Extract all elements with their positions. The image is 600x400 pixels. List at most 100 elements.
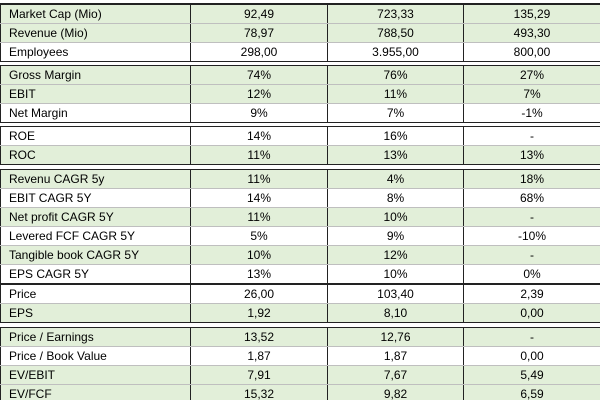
value-cell-col-3[interactable]: 0% (463, 264, 600, 284)
value-cell-col-3[interactable]: 13% (463, 145, 600, 165)
metrics-block-5: Price / Earnings 13,52 12,76- Price / Book … (0, 327, 600, 400)
value-cell-col-1[interactable]: 13% (190, 264, 328, 284)
table-row: Net profit CAGR 5Y 11% 10% - (0, 207, 600, 227)
value-cell-col-2[interactable]: 3.955,00 (327, 42, 464, 62)
value-cell-col-1[interactable]: 15,32 (190, 384, 328, 400)
value-cell-col-2[interactable]: 788,50 (327, 23, 464, 43)
value-cell-col-2[interactable]: 13% (327, 145, 464, 165)
table-row: ROE 14% 16% - (0, 126, 600, 146)
value-cell-col-1[interactable]: 78,97 (190, 23, 328, 43)
row-label-cell[interactable]: Revenue (Mio) (0, 23, 191, 43)
row-label-cell[interactable]: Market Cap (Mio) (0, 4, 191, 24)
value-cell-col-2[interactable]: 16% (327, 126, 464, 146)
row-label-cell[interactable]: EV/EBIT (0, 365, 191, 385)
row-label-cell[interactable]: ROE (0, 126, 191, 146)
table-row: Price 26,00 103,40 2,39 (0, 284, 600, 304)
value-cell-col-3[interactable]: - (463, 245, 600, 265)
row-label-cell[interactable]: Price / Book Value (0, 346, 191, 366)
value-cell-col-2[interactable]: 4% (327, 169, 464, 189)
value-cell-col-3[interactable]: 5,49 (463, 365, 600, 385)
value-cell-col-3[interactable]: 0,00 (463, 303, 600, 323)
value-cell-col-2[interactable]: 103,40 (327, 284, 464, 304)
table-row: EV/FCF 15,32 9,82 6,59 (0, 384, 600, 400)
value-cell-col-2[interactable]: 9,82 (327, 384, 464, 400)
table-row: Net Margin 9% 7% -1% (0, 103, 600, 123)
value-cell-col-3[interactable]: 0,00 (463, 346, 600, 366)
value-cell-col-1[interactable]: 74% (190, 65, 328, 85)
table-row: Price / Earnings 13,52 12,76- (0, 327, 600, 347)
metrics-block-1: Gross Margin 74% 76% 27% EBIT 12% 11% 7% Net Mar… (0, 65, 600, 123)
metrics-block-2: ROE 14% 16% - ROC 11% 13% 13% (0, 126, 600, 165)
table-row: EBIT CAGR 5Y 14% 8% 68% (0, 188, 600, 208)
row-label-cell[interactable]: EV/FCF (0, 384, 191, 400)
row-label-cell[interactable]: Price / Earnings (0, 327, 191, 347)
row-label-cell[interactable]: Revenu CAGR 5y (0, 169, 191, 189)
value-cell-col-3[interactable]: 135,29 (463, 4, 600, 24)
value-cell-col-3[interactable]: - (463, 126, 600, 146)
row-label-cell[interactable]: EPS CAGR 5Y (0, 264, 191, 284)
value-cell-col-3[interactable]: 2,39 (463, 284, 600, 304)
table-row: EPS 1,92 8,10 0,00 (0, 303, 600, 323)
table-row: Revenu CAGR 5y 11% 4% 18% (0, 169, 600, 189)
value-cell-col-1[interactable]: 26,00 (190, 284, 328, 304)
row-label-cell[interactable]: Price (0, 284, 191, 304)
row-label-cell[interactable]: ROC (0, 145, 191, 165)
value-cell-col-2[interactable]: 76% (327, 65, 464, 85)
value-cell-col-2[interactable]: 12% (327, 245, 464, 265)
value-cell-col-1[interactable]: 13,52 (190, 327, 328, 347)
value-cell-col-3[interactable]: -10% (463, 226, 600, 246)
row-label-cell[interactable]: Net profit CAGR 5Y (0, 207, 191, 227)
row-label-cell[interactable]: EPS (0, 303, 191, 323)
value-cell-col-2[interactable]: 11% (327, 84, 464, 104)
row-label-cell[interactable]: EBIT CAGR 5Y (0, 188, 191, 208)
row-label-cell[interactable]: Gross Margin (0, 65, 191, 85)
value-cell-col-3[interactable]: - (463, 207, 600, 227)
value-cell-col-1[interactable]: 92,49 (190, 4, 328, 24)
value-cell-col-2[interactable]: 10% (327, 264, 464, 284)
value-cell-col-2[interactable]: 723,33 (327, 4, 464, 24)
value-cell-col-1[interactable]: 14% (190, 188, 328, 208)
value-cell-col-3[interactable]: 27% (463, 65, 600, 85)
row-label-cell[interactable]: Net Margin (0, 103, 191, 123)
table-row: EPS CAGR 5Y 13% 10% 0% (0, 264, 600, 284)
row-label-cell[interactable]: Tangible book CAGR 5Y (0, 245, 191, 265)
value-cell-col-2[interactable]: 8% (327, 188, 464, 208)
value-cell-col-2[interactable]: 7,67 (327, 365, 464, 385)
value-cell-col-1[interactable]: 11% (190, 207, 328, 227)
value-cell-col-2[interactable]: 12,76 (327, 327, 464, 347)
row-label-cell[interactable]: EBIT (0, 84, 191, 104)
value-cell-col-1[interactable]: 9% (190, 103, 328, 123)
value-cell-col-1[interactable]: 12% (190, 84, 328, 104)
value-cell-col-1[interactable]: 10% (190, 245, 328, 265)
value-cell-col-1[interactable]: 7,91 (190, 365, 328, 385)
value-cell-col-3[interactable]: - (463, 327, 600, 347)
value-cell-col-1[interactable]: 1,92 (190, 303, 328, 323)
value-cell-col-3[interactable]: 18% (463, 169, 600, 189)
table-row: EBIT 12% 11% 7% (0, 84, 600, 104)
value-cell-col-2[interactable]: 10% (327, 207, 464, 227)
value-cell-col-2[interactable]: 9% (327, 226, 464, 246)
value-cell-col-3[interactable]: 6,59 (463, 384, 600, 400)
value-cell-col-3[interactable]: 493,30 (463, 23, 600, 43)
value-cell-col-1[interactable]: 5% (190, 226, 328, 246)
value-cell-col-3[interactable]: 68% (463, 188, 600, 208)
metrics-block-0: Market Cap (Mio) 92,49 723,33 135,29 Revenue… (0, 4, 600, 62)
metrics-block-4: Price 26,00 103,40 2,39 EPS 1,92 8,10 0,00 (0, 284, 600, 323)
table-row: EV/EBIT 7,91 7,67 5,49 (0, 365, 600, 385)
value-cell-col-2[interactable]: 8,10 (327, 303, 464, 323)
value-cell-col-1[interactable]: 14% (190, 126, 328, 146)
value-cell-col-3[interactable]: 7% (463, 84, 600, 104)
table-row: Gross Margin 74% 76% 27% (0, 65, 600, 85)
value-cell-col-3[interactable]: -1% (463, 103, 600, 123)
value-cell-col-1[interactable]: 1,87 (190, 346, 328, 366)
value-cell-col-1[interactable]: 298,00 (190, 42, 328, 62)
value-cell-col-1[interactable]: 11% (190, 145, 328, 165)
value-cell-col-1[interactable]: 11% (190, 169, 328, 189)
value-cell-col-2[interactable]: 7% (327, 103, 464, 123)
value-cell-col-2[interactable]: 1,87 (327, 346, 464, 366)
table-row: Levered FCF CAGR 5Y 5% 9% -10% (0, 226, 600, 246)
value-cell-col-3[interactable]: 800,00 (463, 42, 600, 62)
row-label-cell[interactable]: Employees (0, 42, 191, 62)
row-label-cell[interactable]: Levered FCF CAGR 5Y (0, 226, 191, 246)
